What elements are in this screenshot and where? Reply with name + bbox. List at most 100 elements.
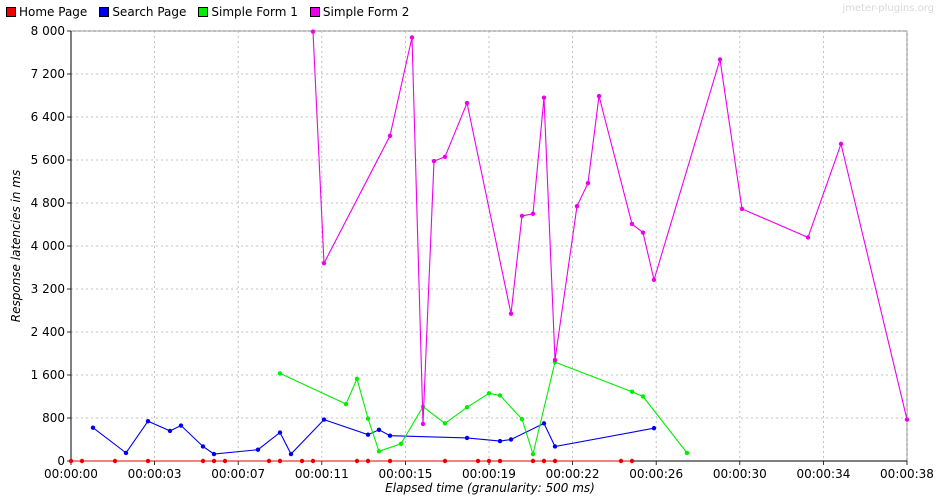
data-point-home-page: [145, 458, 151, 464]
x-tick-label: 00:00:26: [629, 467, 683, 481]
data-point-home-page: [618, 458, 624, 464]
data-point-simple-form-2: [596, 93, 602, 99]
series-simple-form-2: [310, 29, 910, 427]
x-tick-label: 00:00:03: [128, 467, 182, 481]
data-point-search-page: [90, 425, 96, 430]
y-tick-label: 3 200: [31, 282, 65, 296]
chart-legend: Home Page Search Page Simple Form 1 Simp…: [6, 5, 409, 19]
data-point-simple-form-2: [838, 141, 844, 147]
data-point-home-page: [200, 458, 206, 464]
data-point-simple-form-2: [310, 29, 316, 34]
y-tick-label: 0: [57, 454, 65, 468]
y-tick-label: 5 600: [31, 153, 65, 167]
data-point-simple-form-1: [684, 450, 690, 456]
legend-item-home-page[interactable]: Home Page: [6, 5, 87, 19]
data-point-home-page: [442, 458, 448, 464]
data-point-home-page: [354, 458, 360, 464]
data-point-simple-form-2: [387, 133, 393, 139]
axes: 0 800 1 600 2 400 3 200 4 000 4 800 5 600 6 400 7…: [31, 24, 934, 481]
data-point-simple-form-2: [552, 357, 558, 363]
x-tick-label: 00:00:00: [44, 467, 98, 481]
data-point-search-page: [167, 428, 173, 434]
data-point-simple-form-2: [651, 277, 657, 283]
data-point-simple-form-1: [486, 391, 492, 396]
y-tick-label: 6 400: [31, 110, 65, 124]
data-point-search-page: [178, 423, 184, 428]
data-point-search-page: [321, 417, 327, 422]
data-point-home-page: [310, 458, 316, 464]
data-point-simple-form-1: [640, 394, 646, 399]
data-point-search-page: [508, 437, 514, 442]
y-tick-label: 2 400: [31, 325, 65, 339]
data-point-simple-form-2: [805, 235, 811, 240]
data-point-home-page: [541, 458, 547, 464]
series-lines: [68, 29, 910, 464]
data-point-simple-form-2: [420, 421, 426, 427]
data-point-search-page: [200, 444, 206, 449]
data-point-home-page: [475, 458, 481, 464]
data-point-simple-form-2: [321, 261, 327, 266]
legend-label-search-page: Search Page: [112, 5, 187, 19]
data-point-simple-form-1: [497, 393, 503, 398]
data-point-simple-form-1: [277, 371, 283, 376]
data-point-simple-form-2: [508, 311, 514, 316]
data-point-simple-form-1: [464, 405, 470, 410]
x-tick-label: 00:00:38: [880, 467, 934, 481]
data-point-simple-form-2: [640, 230, 646, 235]
data-point-search-page: [552, 444, 558, 449]
y-tick-label: 7 200: [31, 67, 65, 81]
data-point-simple-form-2: [739, 206, 745, 212]
x-tick-label: 00:00:30: [713, 467, 767, 481]
legend-swatch-simple-form-1: [198, 7, 209, 17]
data-point-simple-form-1: [530, 451, 536, 457]
legend-swatch-search-page: [99, 7, 110, 17]
data-point-simple-form-2: [431, 158, 437, 164]
data-point-simple-form-1: [398, 441, 404, 446]
legend-item-simple-form-1[interactable]: Simple Form 1: [198, 5, 298, 19]
y-tick-label: 8 000: [31, 24, 65, 38]
data-point-search-page: [387, 433, 393, 438]
data-point-simple-form-2: [585, 180, 591, 186]
data-point-home-page: [552, 458, 558, 464]
legend-label-simple-form-2: Simple Form 2: [322, 5, 410, 19]
data-point-search-page: [376, 427, 382, 433]
y-tick-label: 4 000: [31, 239, 65, 253]
data-point-simple-form-1: [365, 416, 371, 421]
data-point-search-page: [541, 421, 547, 426]
data-point-home-page: [365, 458, 371, 464]
data-point-search-page: [277, 430, 283, 435]
data-point-simple-form-1: [519, 416, 525, 422]
data-point-simple-form-1: [354, 376, 360, 381]
y-tick-label: 800: [42, 411, 65, 425]
x-tick-label: 00:00:07: [211, 467, 265, 481]
x-tick-label: 00:00:19: [462, 467, 516, 481]
data-point-home-page: [222, 458, 228, 464]
data-point-search-page: [365, 432, 371, 437]
grid-lines: [71, 30, 908, 461]
data-point-search-page: [464, 435, 470, 441]
data-point-simple-form-2: [629, 221, 635, 227]
legend-label-simple-form-1: Simple Form 1: [211, 5, 298, 19]
data-point-home-page: [486, 458, 492, 464]
data-point-simple-form-2: [464, 100, 470, 106]
data-point-simple-form-1: [629, 389, 635, 394]
data-point-search-page: [288, 451, 294, 457]
legend-item-search-page[interactable]: Search Page: [99, 5, 186, 19]
y-axis-title: Response latencies in ms: [9, 169, 23, 323]
data-point-home-page: [68, 458, 74, 464]
data-point-simple-form-1: [442, 421, 448, 426]
x-tick-label: 00:00:15: [378, 467, 432, 481]
data-point-home-page: [277, 458, 283, 464]
x-tick-label: 00:00:11: [295, 467, 349, 481]
data-point-home-page: [387, 458, 393, 464]
data-point-simple-form-2: [574, 204, 580, 209]
data-point-search-page: [255, 447, 261, 452]
data-point-simple-form-2: [717, 57, 723, 62]
legend-swatch-simple-form-2: [309, 7, 320, 17]
data-point-simple-form-2: [442, 154, 448, 159]
data-point-simple-form-2: [541, 95, 547, 100]
data-point-simple-form-1: [343, 401, 349, 407]
data-point-simple-form-2: [519, 213, 525, 219]
legend-item-simple-form-2[interactable]: Simple Form 2: [309, 5, 410, 19]
